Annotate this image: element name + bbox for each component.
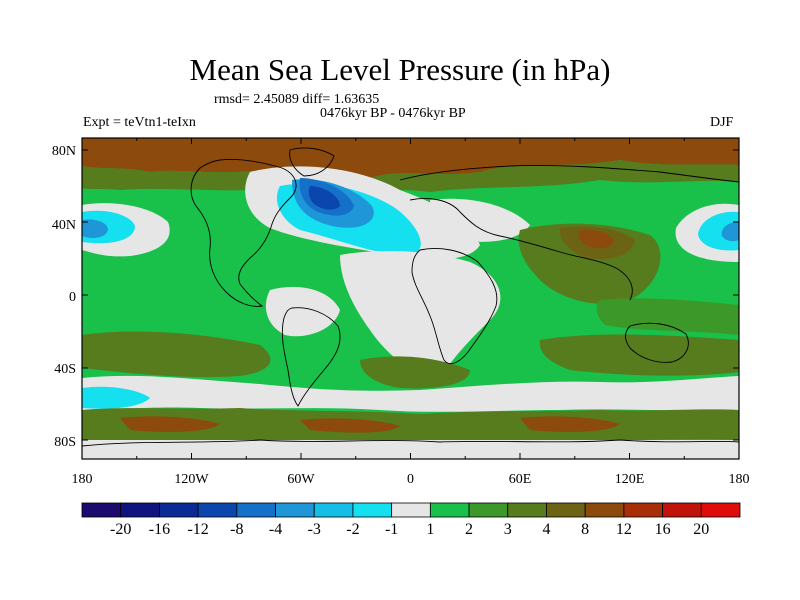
longitude-labels: 180 120W 60W 0 60E 120E 180 (72, 472, 750, 487)
colorbar-box (700, 502, 741, 518)
colorbar-box (391, 502, 431, 518)
period-text: 0476kyr BP - 0476kyr BP (320, 106, 466, 121)
coast-greenland (289, 147, 335, 177)
colorbar-box (352, 502, 393, 518)
cb-label-0: -20 (110, 521, 131, 538)
lat-label-80n: 80N (52, 144, 76, 159)
colorbar-box (159, 502, 199, 518)
field-epac-grey (265, 286, 340, 337)
field-natl-deep (308, 186, 340, 210)
cb-label-11: 4 (542, 521, 550, 538)
colorbar-box (236, 502, 276, 518)
field-arctic-high (82, 138, 739, 179)
colorbar-box (662, 502, 702, 518)
season-label: DJF (710, 115, 734, 130)
colorbar-box (468, 502, 509, 518)
field-npac-cyan-east (698, 211, 739, 251)
lat-label-40s: 40S (54, 362, 76, 377)
lon-label-180w: 180 (72, 472, 93, 487)
lon-label-60w: 60W (287, 472, 315, 487)
cb-label-1: -16 (149, 521, 170, 538)
field-satl-grey (340, 250, 501, 380)
field-south-grey (82, 375, 739, 412)
colorbar-box (507, 502, 547, 518)
coast-south-america (281, 307, 341, 407)
field-npac-blue-west (82, 219, 108, 238)
longitude-ticks (81, 138, 740, 459)
cb-label-14: 16 (655, 521, 671, 538)
field-spac-olive (82, 331, 271, 378)
cb-label-3: -8 (230, 521, 243, 538)
colorbar-labels: -20 -16 -12 -8 -4 -3 -2 -1 1 2 3 4 8 12 … (110, 521, 709, 538)
lon-label-60e: 60E (509, 472, 532, 487)
stats-text: rmsd= 2.45089 diff= 1.63635 (214, 92, 380, 107)
colorbar-box (275, 502, 315, 518)
field-asia-brown (578, 229, 614, 249)
lat-label-80s: 80S (54, 435, 76, 450)
lon-label-120e: 120E (615, 472, 645, 487)
field-south-cyan (82, 386, 150, 409)
cb-label-13: 12 (616, 521, 632, 538)
coast-north-america (190, 159, 297, 307)
field-sind-mid (596, 298, 739, 335)
lon-label-0: 0 (407, 472, 414, 487)
colorbar-box (429, 502, 470, 518)
cb-label-7: -1 (385, 521, 398, 538)
field-ant-olive (82, 408, 739, 442)
lon-label-120w: 120W (174, 472, 209, 487)
latitude-labels: 80N 40N 0 40S 80S (52, 144, 76, 450)
cb-label-4: -4 (269, 521, 282, 538)
latitude-ticks (82, 149, 739, 441)
cb-label-2: -12 (187, 521, 208, 538)
field-satl-olive (360, 356, 470, 389)
colorbar-box (197, 502, 238, 518)
colorbar-box (546, 502, 586, 518)
coast-eurasia (399, 165, 739, 301)
colorbar-box (623, 502, 663, 518)
lon-label-180e: 180 (729, 472, 750, 487)
cb-label-12: 8 (581, 521, 589, 538)
coast-antarctica (82, 439, 739, 447)
map-title: Mean Sea Level Pressure (in hPa) (189, 52, 611, 87)
colorbar-box (313, 502, 354, 518)
field-npac-blue-east (721, 222, 739, 242)
coastlines (82, 147, 739, 447)
colorbar-box (584, 502, 625, 518)
colorbar-box (81, 502, 122, 518)
coast-australia (625, 322, 689, 363)
map-field (82, 138, 739, 459)
colorbar-box (120, 502, 160, 518)
cb-label-9: 2 (465, 521, 473, 538)
cb-label-8: 1 (426, 521, 434, 538)
colorbar (81, 502, 741, 518)
cb-label-6: -2 (346, 521, 359, 538)
cb-label-15: 20 (693, 521, 709, 538)
experiment-label: Expt = teVtn1-teIxn (83, 115, 196, 130)
coast-africa (411, 248, 498, 365)
lat-label-eq: 0 (69, 290, 76, 305)
lat-label-40n: 40N (52, 218, 76, 233)
cb-label-10: 3 (504, 521, 512, 538)
field-ind-grey (430, 198, 530, 242)
field-ant-grey (82, 440, 739, 459)
field-ant-brown (120, 416, 620, 433)
cb-label-5: -3 (308, 521, 321, 538)
